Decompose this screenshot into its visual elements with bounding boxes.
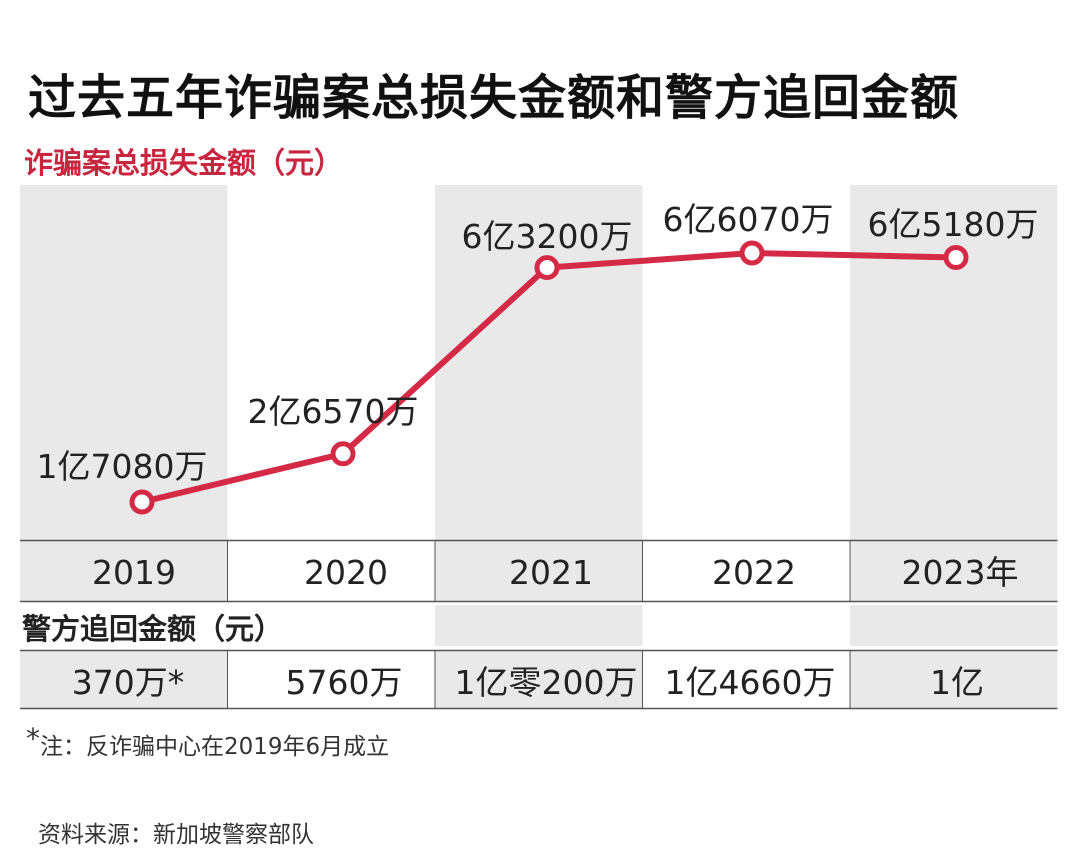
data-label: 6亿3200万 — [462, 217, 633, 256]
year-band — [435, 541, 643, 601]
year-band — [20, 541, 228, 601]
recovered-amount: 1亿 — [930, 663, 984, 702]
recovered-band — [435, 651, 643, 708]
label-row-band — [850, 605, 1058, 646]
data-label: 1亿7080万 — [37, 447, 208, 486]
data-point — [129, 489, 155, 515]
source-credit: 资料来源：新加坡警察部队 — [38, 822, 314, 848]
data-label: 6亿5180万 — [868, 205, 1039, 244]
plot-band — [850, 185, 1058, 540]
chart-title: 过去五年诈骗案总损失金额和警方追回金额 — [28, 70, 960, 126]
year-tick-label: 2020 — [304, 553, 388, 592]
footnote: *注：反诈骗中心在2019年6月成立 — [26, 722, 389, 761]
data-point — [330, 441, 356, 467]
plot-band — [20, 185, 228, 540]
recovered-amount: 1亿4660万 — [665, 663, 836, 702]
plot-band — [435, 185, 643, 540]
recovered-amount-label: 警方追回金额（元） — [22, 612, 284, 646]
year-tick-label: 2019 — [92, 553, 176, 592]
data-label: 2亿6570万 — [248, 392, 419, 431]
data-label: 6亿6070万 — [663, 200, 834, 239]
year-tick-label: 2022 — [712, 553, 796, 592]
loss-series-label: 诈骗案总损失金额（元） — [24, 146, 344, 180]
recovered-amount: 1亿零200万 — [455, 663, 638, 702]
data-point — [739, 240, 765, 266]
year-tick-label: 2023年 — [902, 553, 1019, 592]
year-band — [850, 541, 1058, 601]
year-tick-label: 2021 — [509, 553, 593, 592]
footnote-text: 注：反诈骗中心在2019年6月成立 — [40, 734, 390, 760]
recovered-band — [850, 651, 1058, 708]
data-point — [943, 245, 969, 271]
recovered-amount: 370万* — [72, 663, 185, 702]
label-row-band — [435, 605, 643, 646]
recovered-band — [20, 651, 228, 708]
data-point — [534, 255, 560, 281]
footnote-mark: * — [26, 722, 40, 755]
recovered-amount: 5760万 — [286, 663, 403, 702]
